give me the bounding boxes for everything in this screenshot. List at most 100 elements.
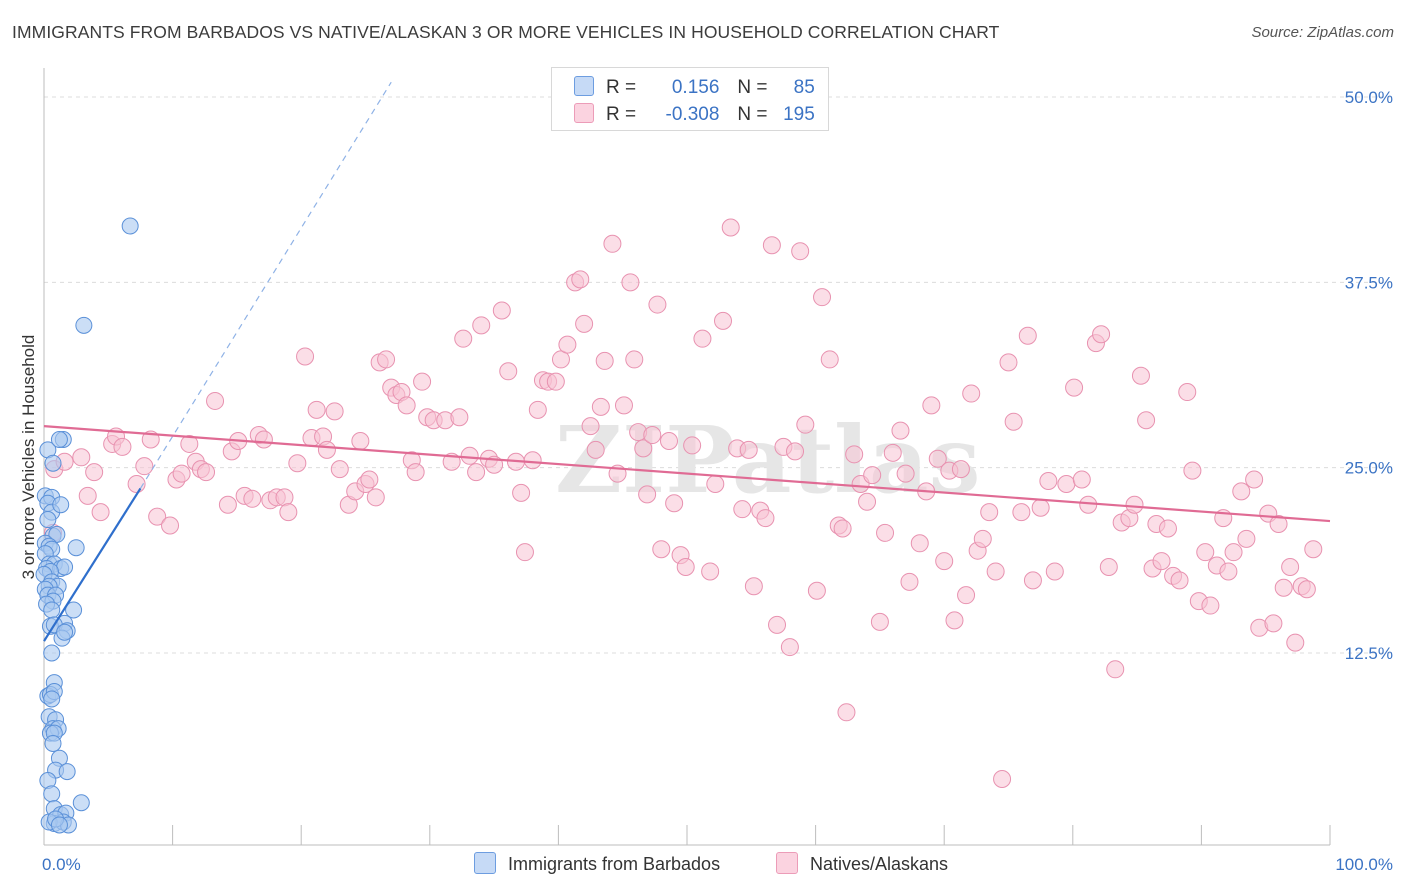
point-natives xyxy=(652,540,671,559)
point-natives xyxy=(621,273,640,292)
point-natives xyxy=(558,335,577,354)
chart-title: IMMIGRANTS FROM BARBADOS VS NATIVE/ALASK… xyxy=(12,22,1000,42)
point-barbados xyxy=(44,454,62,472)
gridlines xyxy=(44,96,1392,654)
point-natives xyxy=(1269,515,1288,534)
point-natives xyxy=(1178,383,1197,402)
trend-line-barbados-extension xyxy=(139,81,392,489)
point-natives xyxy=(928,449,947,468)
point-natives xyxy=(714,311,733,330)
point-natives xyxy=(351,431,370,450)
point-natives xyxy=(113,437,132,456)
point-barbados xyxy=(43,690,61,708)
point-natives xyxy=(693,329,712,348)
point-natives xyxy=(1031,498,1050,517)
point-barbados xyxy=(56,623,74,641)
point-natives xyxy=(1286,633,1305,652)
point-natives xyxy=(922,396,941,415)
point-natives xyxy=(296,347,315,366)
point-natives xyxy=(279,503,298,522)
legend-label-barbados: Immigrants from Barbados xyxy=(508,854,721,874)
point-natives xyxy=(366,488,385,507)
point-natives xyxy=(900,572,919,591)
point-natives xyxy=(845,445,864,464)
point-natives xyxy=(786,442,805,461)
point-natives xyxy=(172,464,191,483)
point-natives xyxy=(492,301,511,320)
point-natives xyxy=(1099,558,1118,577)
point-natives xyxy=(876,523,895,542)
point-natives xyxy=(796,415,815,434)
point-natives xyxy=(454,329,473,348)
point-barbados xyxy=(75,316,93,334)
point-natives xyxy=(275,488,294,507)
legend-row-barbados: R = 0.156 N = 85 xyxy=(574,76,815,99)
point-natives xyxy=(980,503,999,522)
point-natives xyxy=(148,507,167,526)
point-barbados xyxy=(121,217,139,235)
y-tick-label: 12.5% xyxy=(1345,644,1393,663)
correlation-legend: R = 0.156 N = 85 R = -0.308 N = 195 xyxy=(551,67,829,131)
point-natives xyxy=(744,577,763,596)
source-label: Source: ZipAtlas.com xyxy=(1251,24,1394,41)
point-natives xyxy=(472,316,491,335)
point-natives xyxy=(377,350,396,369)
point-natives xyxy=(206,391,225,410)
legend-item-barbados: Immigrants from Barbados xyxy=(474,852,720,875)
y-tick-label: 37.5% xyxy=(1345,273,1393,292)
point-natives xyxy=(870,612,889,631)
point-natives xyxy=(571,270,590,289)
point-natives xyxy=(1219,562,1238,581)
point-natives xyxy=(397,396,416,415)
point-barbados xyxy=(56,558,74,576)
point-natives xyxy=(85,463,104,482)
point-natives xyxy=(1131,366,1150,385)
point-natives xyxy=(467,463,486,482)
point-natives xyxy=(910,534,929,553)
point-natives xyxy=(648,295,667,314)
point-barbados xyxy=(58,763,76,781)
point-natives xyxy=(595,351,614,370)
point-natives xyxy=(317,440,336,459)
watermark-text: ZIPatlas xyxy=(555,406,980,514)
point-natives xyxy=(603,234,622,253)
legend-r-label: R = xyxy=(606,104,637,125)
point-natives xyxy=(665,494,684,513)
point-natives xyxy=(1183,461,1202,480)
point-natives xyxy=(360,470,379,489)
point-natives xyxy=(768,615,787,634)
point-natives xyxy=(1281,558,1300,577)
point-natives xyxy=(973,529,992,548)
point-natives xyxy=(1106,660,1125,679)
point-natives xyxy=(1264,614,1283,633)
point-barbados xyxy=(43,601,61,619)
legend-swatch-pink xyxy=(574,103,594,123)
point-natives xyxy=(820,350,839,369)
point-barbados xyxy=(65,601,83,619)
point-natives xyxy=(962,384,981,403)
point-barbados xyxy=(48,525,66,543)
point-natives xyxy=(1304,540,1323,559)
point-natives xyxy=(460,446,479,465)
y-tick-label: 25.0% xyxy=(1345,459,1393,478)
point-natives xyxy=(676,558,695,577)
point-natives xyxy=(625,350,644,369)
point-natives xyxy=(863,466,882,485)
point-natives xyxy=(883,443,902,462)
point-natives xyxy=(591,397,610,416)
point-natives xyxy=(791,242,810,261)
point-natives xyxy=(1232,482,1251,501)
point-natives xyxy=(1057,474,1076,493)
legend-r-value: -0.308 xyxy=(665,104,720,125)
point-natives xyxy=(413,372,432,391)
point-natives xyxy=(935,552,954,571)
point-natives xyxy=(1297,580,1316,599)
trend-line-natives xyxy=(43,425,1331,523)
point-natives xyxy=(945,611,964,630)
point-natives xyxy=(721,218,740,237)
point-natives xyxy=(218,495,237,514)
point-natives xyxy=(1125,495,1144,514)
legend-row-natives: R = -0.308 N = 195 xyxy=(574,103,815,126)
point-natives xyxy=(951,460,970,479)
